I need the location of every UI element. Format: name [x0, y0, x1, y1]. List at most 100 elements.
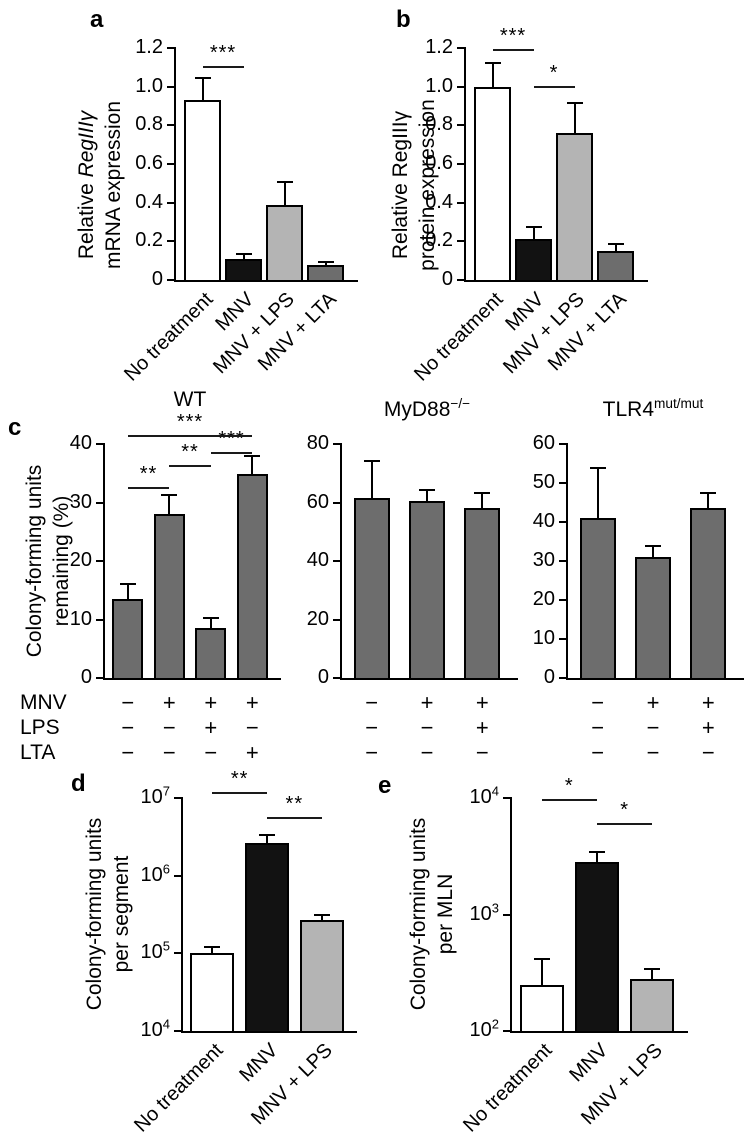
treatment-sign: −	[591, 690, 605, 715]
treatment-sign: +	[646, 690, 660, 715]
y-axis-line	[181, 798, 183, 1033]
panel-d-y-axis-label: Colony-forming units per segment	[83, 817, 133, 1011]
panel-letter-c: c	[8, 414, 22, 441]
y-tick-label: 0.4	[425, 190, 453, 213]
bar	[184, 100, 221, 280]
y-tick-mark	[333, 560, 342, 562]
treatment-sign: −	[365, 715, 379, 740]
panel-c-tlr4-chart: 0 10 20 30 40 50 60 TLR4mut/mut − + + − − + − − −	[533, 397, 744, 765]
x-axis-line	[340, 678, 518, 680]
y-tick-label: 80	[306, 432, 329, 454]
treatment-sign: −	[475, 740, 489, 765]
significance-stars: ***	[209, 42, 237, 65]
y-axis-line	[103, 444, 105, 680]
error-bar-cap	[474, 492, 491, 495]
error-bar	[251, 454, 254, 475]
significance-bracket	[210, 451, 253, 454]
y-tick-label: 103	[469, 899, 499, 925]
treatment-sign: −	[365, 690, 379, 715]
matrix-row-label-lps: LPS	[20, 716, 60, 739]
y-axis-line	[340, 444, 342, 680]
bar	[464, 508, 501, 678]
error-bar	[596, 851, 598, 863]
panel-letter-b: b	[396, 6, 411, 33]
error-bar-cap	[235, 252, 252, 255]
chart-title: WT	[173, 388, 207, 411]
error-bar-cap	[119, 582, 136, 585]
error-bar-cap	[607, 243, 624, 246]
bar	[266, 204, 303, 280]
panel-e-y-axis-label: Colony-forming units per MLN	[407, 817, 457, 1011]
x-axis-line	[510, 1031, 688, 1033]
y-tick-label: 1.0	[135, 74, 163, 97]
bar	[225, 258, 262, 280]
y-tick-mark	[174, 952, 183, 955]
error-bar	[652, 545, 654, 558]
treatment-sign: −	[420, 715, 434, 740]
y-tick-mark	[96, 618, 105, 621]
error-bar-cap	[363, 460, 380, 463]
treatment-sign: +	[475, 690, 489, 715]
error-bar-cap	[589, 851, 605, 854]
y-tick-mark	[559, 482, 568, 484]
bar	[190, 953, 235, 1031]
error-bar-cap	[484, 61, 501, 64]
treatment-sign: −	[162, 715, 176, 740]
treatment-sign: +	[245, 690, 259, 715]
x-category-label: No treatment	[120, 288, 218, 386]
error-bar	[481, 492, 484, 509]
error-bar-cap	[419, 489, 435, 492]
y-tick-label: 0	[543, 666, 555, 688]
y-tick-mark	[333, 501, 342, 504]
significance-stars: *	[549, 61, 559, 84]
panel-letter-d: d	[71, 770, 86, 797]
y-tick-mark	[457, 163, 466, 165]
y-tick-label: 0.6	[135, 152, 163, 174]
treatment-sign: +	[245, 740, 259, 765]
error-bar	[242, 252, 245, 259]
significance-bracket	[267, 817, 322, 820]
x-category-label: MNV	[564, 1039, 612, 1087]
y-tick-mark	[457, 201, 466, 204]
error-bar	[266, 834, 268, 844]
significance-bracket	[169, 464, 211, 467]
y-tick-mark	[167, 279, 176, 281]
y-tick-mark	[167, 85, 176, 88]
treatment-sign: −	[204, 740, 218, 765]
y-tick-label: 0.2	[135, 229, 163, 252]
bar	[153, 514, 185, 678]
significance-bracket	[597, 822, 653, 825]
y-tick-label: 1.0	[425, 74, 453, 97]
y-tick-label: 60	[532, 432, 555, 454]
y-axis-line	[510, 798, 512, 1033]
y-tick-label: 104	[140, 1016, 170, 1041]
y-tick-mark	[457, 47, 466, 49]
error-bar	[707, 491, 710, 509]
significance-bracket	[533, 85, 575, 88]
y-tick-mark	[96, 677, 105, 679]
y-tick-label: 60	[306, 490, 329, 513]
x-axis-line	[174, 280, 358, 282]
y-tick-label: 40	[532, 510, 555, 532]
bar	[245, 843, 289, 1031]
error-bar-cap	[645, 545, 661, 548]
y-tick-mark	[96, 501, 105, 504]
bar	[635, 557, 671, 678]
bar	[474, 86, 511, 280]
y-tick-mark	[167, 240, 176, 243]
treatment-sign: −	[646, 715, 660, 740]
y-tick-label: 0	[441, 268, 453, 290]
y-tick-mark	[167, 201, 176, 204]
error-bar	[596, 467, 599, 519]
error-bar-cap	[161, 494, 178, 497]
y-tick-mark	[559, 521, 568, 523]
error-bar-cap	[259, 834, 275, 837]
significance-stars: ***	[176, 411, 204, 434]
error-bar	[573, 102, 576, 134]
bar	[353, 498, 390, 678]
matrix-row-label-lta: LTA	[20, 741, 56, 764]
significance-stars: **	[139, 462, 158, 485]
significance-stars: **	[285, 793, 304, 816]
